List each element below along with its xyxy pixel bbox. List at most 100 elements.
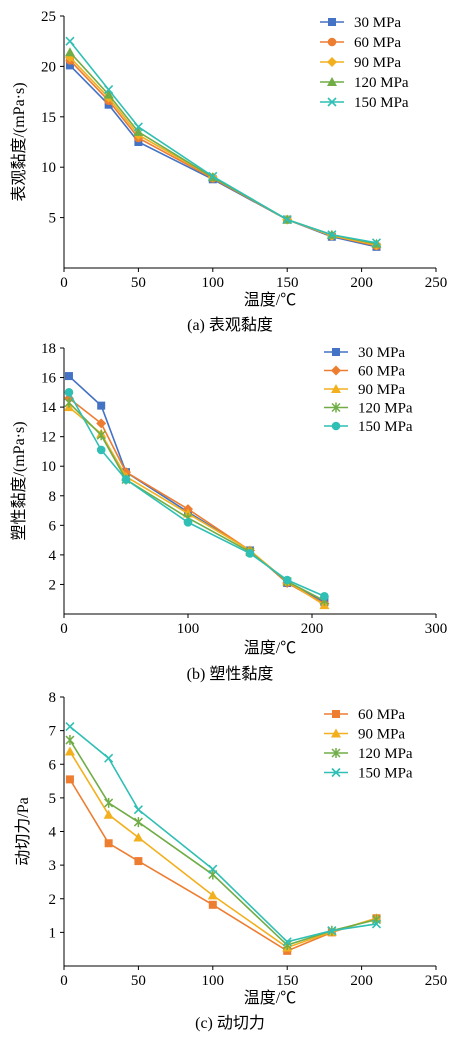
y-tick-label: 5 xyxy=(49,211,57,227)
y-tick-label: 4 xyxy=(49,548,57,564)
legend-label: 120 MPa xyxy=(358,746,413,762)
x-tick-label: 50 xyxy=(131,973,146,989)
data-point xyxy=(133,126,144,136)
chart-panel-1: 0 100 200 300 2 4 6 8 10 12 14 16 18 温度/℃ 塑性黏度/(mPa·s)… xyxy=(10,341,447,683)
data-point xyxy=(134,857,143,866)
y-tick-label: 4 xyxy=(49,825,57,841)
legend-label: 150 MPa xyxy=(358,766,413,782)
chart-caption: (c) 动切力 xyxy=(195,1014,265,1032)
y-tick-label: 10 xyxy=(41,160,56,176)
legend-label: 150 MPa xyxy=(358,419,413,435)
legend-label: 30 MPa xyxy=(354,15,401,31)
legend-marker xyxy=(327,57,337,67)
data-point xyxy=(64,47,75,57)
x-axis-label: 温度/℃ xyxy=(244,291,296,309)
data-point xyxy=(208,900,217,909)
legend-label: 30 MPa xyxy=(358,345,405,361)
legend-label: 150 MPa xyxy=(354,95,409,111)
data-point xyxy=(64,388,74,397)
x-axis-label: 温度/℃ xyxy=(244,989,296,1007)
series-line xyxy=(69,64,377,248)
x-tick-label: 200 xyxy=(301,621,324,637)
x-tick-label: 0 xyxy=(60,621,68,637)
y-tick-label: 1 xyxy=(49,925,57,941)
x-tick-label: 100 xyxy=(202,973,225,989)
data-point xyxy=(245,549,255,558)
legend-marker xyxy=(327,77,337,86)
legend-label: 90 MPa xyxy=(358,727,405,743)
chart-panel-0: 0 50 100 150 200 250 5 10 15 20 25 温度/℃ 表观黏度/(mPa·s)… xyxy=(10,9,447,334)
series-120-mpa xyxy=(64,47,382,248)
y-tick-label: 2 xyxy=(49,892,57,908)
legend-marker xyxy=(332,710,340,718)
y-tick-label: 16 xyxy=(41,371,57,387)
y-tick-label: 14 xyxy=(41,400,57,416)
y-tick-label: 2 xyxy=(49,577,57,593)
data-point xyxy=(65,775,74,784)
data-point xyxy=(64,746,75,756)
y-tick-label: 8 xyxy=(49,489,57,505)
x-tick-label: 0 xyxy=(60,973,68,989)
data-point xyxy=(320,591,329,601)
legend-marker xyxy=(331,421,341,431)
y-tick-label: 20 xyxy=(41,59,56,75)
legend-marker xyxy=(327,97,337,107)
series-90-mpa xyxy=(64,746,382,952)
data-point xyxy=(96,430,106,441)
data-point xyxy=(371,919,382,929)
y-tick-label: 25 xyxy=(41,9,56,25)
x-tick-label: 0 xyxy=(60,275,68,291)
y-tick-label: 7 xyxy=(49,724,57,740)
data-point xyxy=(65,722,75,732)
y-tick-label: 10 xyxy=(41,459,56,475)
y-axis-label: 塑性黏度/(mPa·s) xyxy=(10,421,28,540)
legend-marker xyxy=(331,728,341,738)
series-60-mpa xyxy=(65,775,381,955)
data-point xyxy=(65,735,75,746)
data-point xyxy=(65,61,74,70)
legend-label: 60 MPa xyxy=(358,707,405,723)
data-point xyxy=(64,372,73,381)
legend-marker xyxy=(327,37,337,47)
data-point xyxy=(96,418,107,429)
data-point xyxy=(208,171,218,181)
data-point xyxy=(133,805,143,815)
data-point xyxy=(327,926,337,936)
data-point xyxy=(207,890,218,900)
y-tick-label: 6 xyxy=(49,757,57,773)
data-point xyxy=(371,238,382,248)
x-tick-label: 100 xyxy=(177,621,200,637)
x-tick-label: 50 xyxy=(131,275,146,291)
y-tick-label: 12 xyxy=(41,430,56,446)
data-point xyxy=(327,230,337,240)
x-tick-label: 100 xyxy=(202,275,225,291)
data-point xyxy=(282,937,292,947)
x-tick-label: 200 xyxy=(350,973,373,989)
series-150-mpa xyxy=(65,36,382,248)
y-tick-label: 18 xyxy=(41,341,56,357)
series-line xyxy=(69,59,377,247)
x-tick-label: 150 xyxy=(276,973,299,989)
data-point xyxy=(96,445,106,455)
legend-marker xyxy=(331,384,341,393)
legend-label: 90 MPa xyxy=(358,382,405,398)
y-tick-label: 3 xyxy=(49,858,57,874)
data-point xyxy=(104,753,114,763)
data-point xyxy=(104,839,113,848)
chart-panel-2: 0 50 100 150 200 250 1 2 3 4 5 6 7 8 温度/℃ 动切力/Pa (c) 动切力… xyxy=(14,690,447,1032)
data-point xyxy=(121,475,131,484)
legend-marker xyxy=(332,348,340,356)
x-tick-label: 250 xyxy=(425,275,448,291)
data-point xyxy=(97,401,106,410)
series-line xyxy=(68,402,325,602)
data-point xyxy=(183,518,193,527)
legend-label: 120 MPa xyxy=(358,401,413,417)
data-point xyxy=(282,575,292,585)
series-line xyxy=(68,397,325,605)
series-line xyxy=(69,751,377,949)
y-tick-label: 6 xyxy=(49,518,57,534)
x-tick-label: 200 xyxy=(350,275,373,291)
series-line xyxy=(69,778,377,952)
